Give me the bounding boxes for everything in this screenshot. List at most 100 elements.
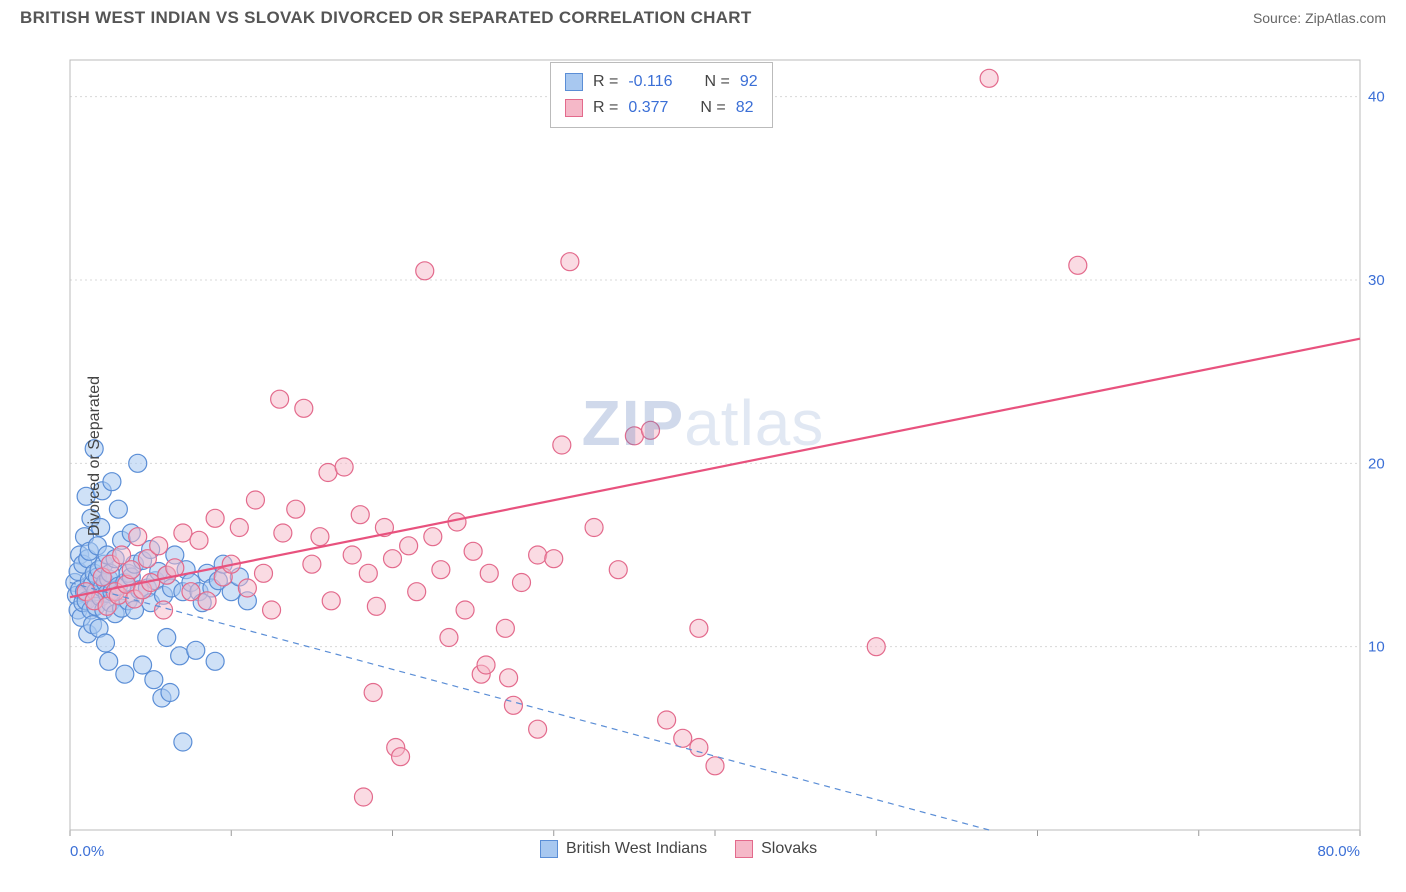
x-tick-label: 0.0% xyxy=(70,843,104,860)
stats-n-value: 82 xyxy=(736,99,754,117)
y-tick-label: 10.0% xyxy=(1368,639,1386,656)
legend-item-bwi: British West Indians xyxy=(540,840,707,858)
data-point xyxy=(187,641,205,659)
data-point xyxy=(206,652,224,670)
y-tick-label: 40.0% xyxy=(1368,89,1386,106)
data-point xyxy=(867,638,885,656)
data-point xyxy=(311,528,329,546)
source-site: ZipAtlas.com xyxy=(1305,10,1386,26)
data-point xyxy=(609,561,627,579)
data-point xyxy=(456,601,474,619)
data-point xyxy=(364,684,382,702)
data-point xyxy=(424,528,442,546)
legend-swatch-icon xyxy=(735,840,753,858)
stats-swatch-icon xyxy=(565,73,583,91)
data-point xyxy=(198,592,216,610)
stats-n-label: N = xyxy=(700,99,725,117)
data-point xyxy=(96,634,114,652)
data-point xyxy=(400,537,418,555)
data-point xyxy=(122,561,140,579)
data-point xyxy=(561,253,579,271)
data-point xyxy=(174,524,192,542)
data-point xyxy=(464,542,482,560)
data-point xyxy=(392,748,410,766)
data-point xyxy=(529,546,547,564)
data-point xyxy=(246,491,264,509)
correlation-stats-box: R = -0.116N = 92R = 0.377N = 82 xyxy=(550,62,773,128)
data-point xyxy=(384,550,402,568)
legend-label: Slovaks xyxy=(761,840,817,858)
data-point xyxy=(116,665,134,683)
stats-swatch-icon xyxy=(565,99,583,117)
data-point xyxy=(432,561,450,579)
data-point xyxy=(529,720,547,738)
legend-item-slovak: Slovaks xyxy=(735,840,817,858)
data-point xyxy=(255,564,273,582)
data-point xyxy=(690,619,708,637)
data-point xyxy=(674,729,692,747)
data-point xyxy=(263,601,281,619)
data-point xyxy=(690,739,708,757)
data-point xyxy=(408,583,426,601)
data-point xyxy=(271,390,289,408)
source-label: Source: xyxy=(1253,10,1301,26)
data-point xyxy=(103,473,121,491)
stats-r-label: R = xyxy=(593,73,618,91)
y-axis-label: Divorced or Separated xyxy=(86,376,104,536)
legend-label: British West Indians xyxy=(566,840,707,858)
stats-r-label: R = xyxy=(593,99,618,117)
data-point xyxy=(158,629,176,647)
series-legend: British West Indians Slovaks xyxy=(540,840,817,858)
data-point xyxy=(145,671,163,689)
data-point xyxy=(625,427,643,445)
data-point xyxy=(440,629,458,647)
scatter-chart: 10.0% 20.0% 30.0% 40.0% 0.0% 80.0% xyxy=(20,40,1386,872)
x-tick-label: 80.0% xyxy=(1317,843,1360,860)
data-point xyxy=(496,619,514,637)
data-point xyxy=(109,500,127,518)
data-point xyxy=(174,733,192,751)
data-point xyxy=(513,574,531,592)
data-point xyxy=(416,262,434,280)
data-point xyxy=(500,669,518,687)
data-point xyxy=(351,506,369,524)
data-point xyxy=(354,788,372,806)
stats-row-bwi: R = -0.116N = 92 xyxy=(565,69,758,95)
stats-n-value: 92 xyxy=(740,73,758,91)
data-point xyxy=(274,524,292,542)
data-point xyxy=(129,528,147,546)
data-point xyxy=(134,656,152,674)
data-point xyxy=(150,537,168,555)
data-point xyxy=(322,592,340,610)
data-point xyxy=(367,597,385,615)
y-tick-label: 20.0% xyxy=(1368,455,1386,472)
chart-container: Divorced or Separated 10.0% 20.0% 30.0% 40.… xyxy=(20,40,1386,872)
data-point xyxy=(161,684,179,702)
data-point xyxy=(287,500,305,518)
data-point xyxy=(545,550,563,568)
data-point xyxy=(230,519,248,537)
chart-title: BRITISH WEST INDIAN VS SLOVAK DIVORCED O… xyxy=(20,8,752,28)
data-point xyxy=(359,564,377,582)
data-point xyxy=(171,647,189,665)
data-point xyxy=(182,583,200,601)
data-point xyxy=(295,399,313,417)
data-point xyxy=(238,579,256,597)
data-point xyxy=(129,454,147,472)
y-tick-label: 30.0% xyxy=(1368,272,1386,289)
data-point xyxy=(553,436,571,454)
data-point xyxy=(706,757,724,775)
stats-row-slovak: R = 0.377 N = 82 xyxy=(565,95,758,121)
data-point xyxy=(319,464,337,482)
data-point xyxy=(206,509,224,527)
source-attribution: Source: ZipAtlas.com xyxy=(1253,10,1386,26)
data-point xyxy=(1069,256,1087,274)
data-point xyxy=(190,531,208,549)
stats-n-label: N = xyxy=(705,73,730,91)
stats-r-value: 0.377 xyxy=(628,99,668,117)
data-point xyxy=(303,555,321,573)
data-point xyxy=(477,656,495,674)
data-point xyxy=(480,564,498,582)
legend-swatch-icon xyxy=(540,840,558,858)
title-bar: BRITISH WEST INDIAN VS SLOVAK DIVORCED O… xyxy=(0,0,1406,36)
